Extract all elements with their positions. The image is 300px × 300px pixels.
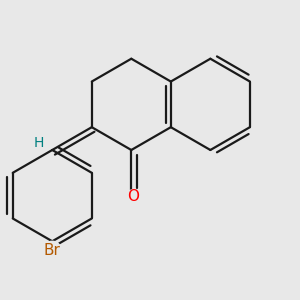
Text: O: O [127, 189, 139, 204]
Text: H: H [34, 136, 44, 150]
Circle shape [34, 137, 44, 148]
Circle shape [126, 190, 139, 203]
Circle shape [44, 241, 61, 259]
Text: Br: Br [44, 243, 61, 258]
